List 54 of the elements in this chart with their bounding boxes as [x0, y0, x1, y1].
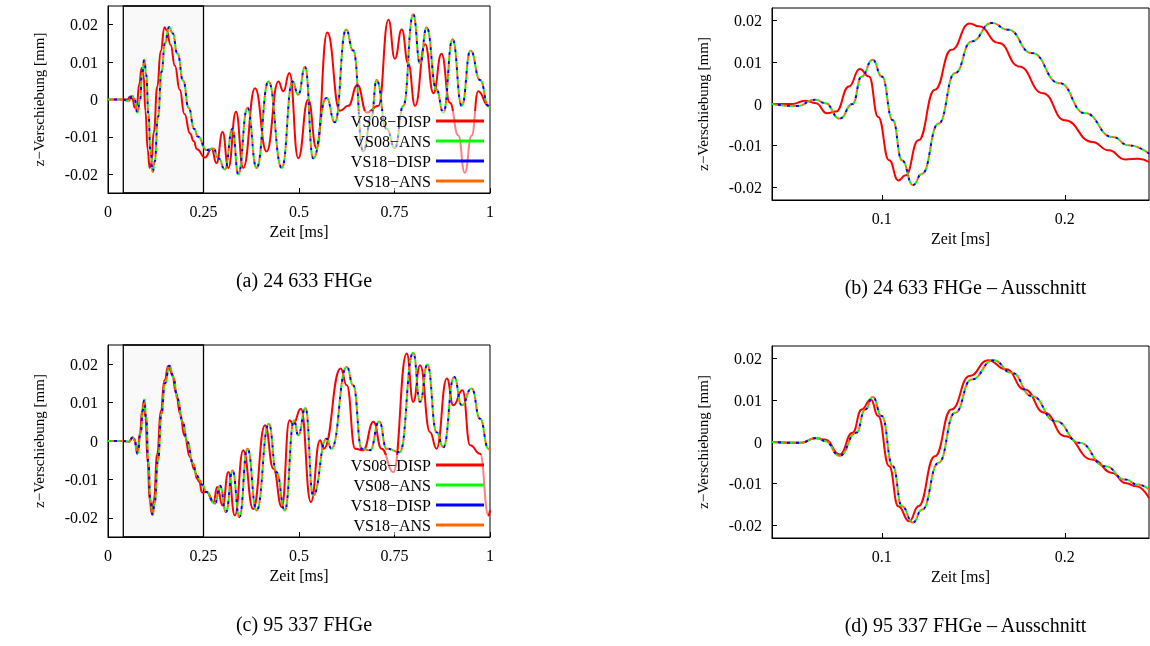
- x-tick-label: 0.2: [1054, 547, 1075, 565]
- text: (d) 95 337 FHGe – Ausschnitt: [844, 614, 1087, 637]
- y-tick-label: 0.01: [70, 53, 98, 71]
- y-tick-label: -0.01: [728, 475, 762, 493]
- y-tick-label: 0.01: [734, 53, 762, 71]
- x-axis-title: Zeit [ms]: [930, 568, 991, 586]
- y-axis-title: z−Verschiebung [mm]: [30, 374, 47, 508]
- x-tick-label: 1: [486, 546, 494, 564]
- legend-label: VS08−ANS: [353, 476, 431, 494]
- legend-label: VS18−DISP: [350, 496, 432, 514]
- y-tick-label: 0: [90, 432, 98, 450]
- y-tick-label: 0.02: [734, 12, 762, 30]
- x-tick-label: 0.2: [1054, 209, 1075, 227]
- x-axis-title: Zeit [ms]: [930, 230, 991, 248]
- legend-label: VS18−ANS: [353, 516, 431, 534]
- y-tick-label: -0.02: [64, 509, 98, 527]
- y-tick-label: -0.02: [728, 516, 762, 534]
- y-tick-label: 0.01: [734, 391, 762, 409]
- legend-label: VS18−ANS: [353, 172, 431, 190]
- y-tick-label: -0.02: [728, 178, 762, 196]
- x-tick-label: 0: [104, 202, 112, 220]
- x-tick-label: 0: [104, 546, 112, 564]
- y-axis-title: z−Verschiebung [mm]: [694, 375, 711, 509]
- y-tick-label: 0.02: [734, 350, 762, 368]
- legend-label: VS08−DISP: [350, 112, 432, 130]
- y-tick-label: 0.01: [70, 394, 98, 412]
- legend-label: VS08−DISP: [350, 456, 432, 474]
- legend-label: VS08−ANS: [353, 132, 431, 150]
- x-tick-label: 1: [486, 202, 494, 220]
- x-axis-title: Zeit [ms]: [269, 223, 329, 241]
- x-tick-label: 0.25: [189, 546, 218, 564]
- y-axis-title: z−Verschiebung [mm]: [694, 37, 711, 171]
- y-tick-label: -0.02: [64, 165, 98, 183]
- x-tick-label: 0.5: [289, 546, 309, 564]
- x-tick-label: 0.75: [380, 546, 409, 564]
- y-tick-label: 0: [90, 91, 98, 108]
- x-tick-label: 0.75: [380, 202, 409, 220]
- y-tick-label: 0: [754, 95, 762, 113]
- y-tick-label: -0.01: [64, 470, 98, 488]
- y-axis-title: z−Verschiebung [mm]: [30, 32, 47, 167]
- y-tick-label: 0.02: [70, 355, 98, 373]
- legend-label: VS18−DISP: [350, 152, 432, 170]
- y-tick-label: 0.02: [70, 16, 98, 34]
- x-tick-label: 0.1: [871, 209, 892, 227]
- y-tick-label: 0: [754, 433, 762, 451]
- text: (c) 95 337 FHGe: [235, 613, 373, 636]
- y-tick-label: -0.01: [64, 128, 98, 146]
- text: (b) 24 633 FHGe – Ausschnitt: [844, 276, 1087, 299]
- x-tick-label: 0.5: [289, 202, 309, 220]
- x-tick-label: 0.1: [871, 547, 892, 565]
- x-axis-title: Zeit [ms]: [269, 567, 329, 585]
- y-tick-label: -0.01: [728, 137, 762, 155]
- text: (a) 24 633 FHGe: [235, 269, 373, 292]
- x-tick-label: 0.25: [189, 202, 218, 220]
